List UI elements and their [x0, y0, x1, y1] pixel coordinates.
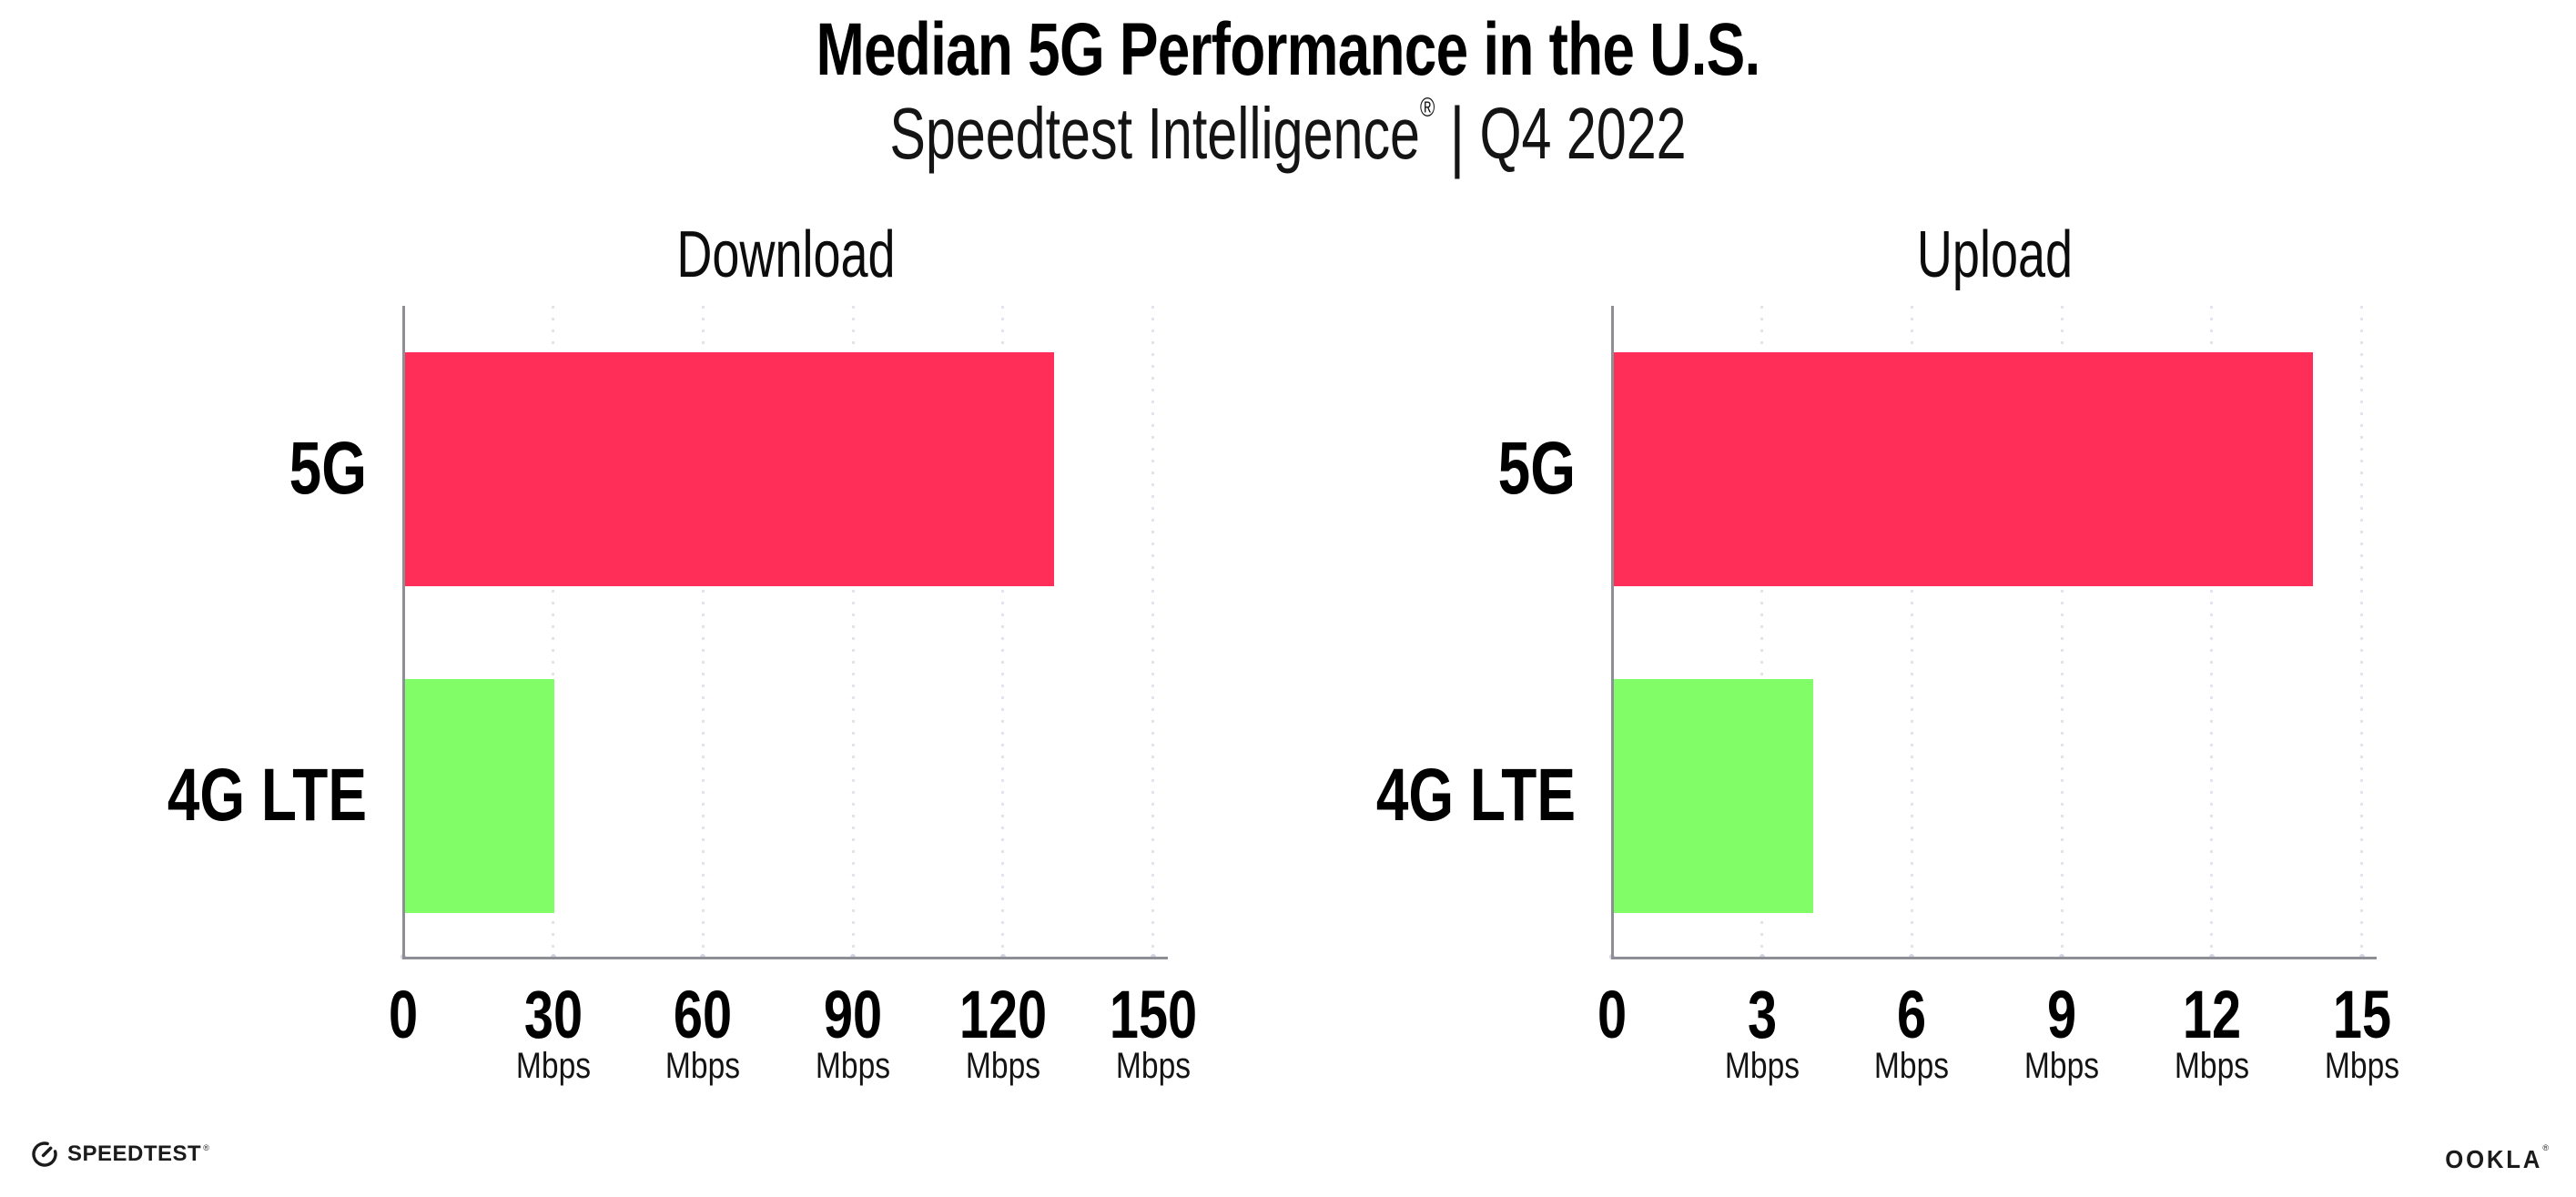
tick-label-6: 6: [1897, 977, 1927, 1052]
tick-label-150: 150: [1109, 977, 1197, 1052]
category-label-upload-5g: 5G: [1497, 427, 1576, 510]
tick-unit-60: Mbps: [665, 1046, 741, 1086]
gridline-60: [701, 306, 705, 958]
bar-download-4g-lte: [404, 679, 555, 913]
chart-title-download: Download: [676, 218, 896, 291]
gridline-150: [1151, 306, 1154, 958]
bar-upload-5g: [1613, 352, 2314, 586]
tick-unit-90: Mbps: [816, 1046, 891, 1086]
tick-label-60: 60: [674, 977, 733, 1052]
y-axis-download: [401, 306, 405, 959]
tick-label-30: 30: [523, 977, 583, 1052]
tick-label-120: 120: [958, 977, 1047, 1052]
category-label-upload-4g-lte: 4G LTE: [1375, 754, 1576, 837]
x-axis-download: [401, 957, 1168, 959]
category-label-download-5g: 5G: [289, 427, 367, 510]
chart-title-upload: Upload: [1916, 218, 2074, 291]
bar-upload-4g-lte: [1613, 679, 1814, 913]
speedtest-logo: SPEEDTEST ®: [30, 1140, 209, 1169]
speedtest-registered-mark: ®: [203, 1143, 209, 1152]
tick-label-15: 15: [2332, 977, 2391, 1052]
tick-label-9: 9: [2047, 977, 2077, 1052]
ookla-registered-mark: ®: [2542, 1143, 2549, 1152]
tick-label-12: 12: [2182, 977, 2241, 1052]
tick-unit-6: Mbps: [1874, 1046, 1950, 1086]
gauge-needle-icon: [41, 1146, 53, 1158]
subtitle-period: Q4 2022: [1479, 93, 1687, 174]
tick-unit-3: Mbps: [1724, 1046, 1800, 1086]
gridline-15: [2360, 306, 2363, 958]
tick-label-0: 0: [388, 977, 419, 1052]
gridline-9: [2060, 306, 2064, 958]
tick-unit-15: Mbps: [2324, 1046, 2399, 1086]
speedtest-gauge-icon: [32, 1141, 57, 1167]
y-axis-upload: [1610, 306, 1614, 959]
tick-label-3: 3: [1747, 977, 1777, 1052]
page-title: Median 5G Performance in the U.S.: [816, 8, 1761, 91]
gridline-3: [1760, 306, 1764, 958]
tick-unit-150: Mbps: [1115, 1046, 1191, 1086]
subtitle-separator: |: [1449, 92, 1465, 179]
gridline-120: [1001, 306, 1005, 958]
ookla-wordmark: OOKLA: [2445, 1145, 2543, 1173]
registered-mark: ®: [1419, 93, 1435, 123]
tick-unit-30: Mbps: [515, 1046, 591, 1086]
tick-unit-12: Mbps: [2174, 1046, 2249, 1086]
x-axis-upload: [1610, 957, 2377, 959]
gridline-6: [1910, 306, 1913, 958]
gridline-12: [2210, 306, 2214, 958]
tick-unit-120: Mbps: [965, 1046, 1040, 1086]
tick-label-90: 90: [823, 977, 883, 1052]
ookla-logo: OOKLA ®: [2437, 1143, 2549, 1174]
gridline-30: [552, 306, 555, 958]
tick-label-0: 0: [1597, 977, 1628, 1052]
speedtest-wordmark: SPEEDTEST: [67, 1141, 202, 1166]
subtitle-brand: Speedtest Intelligence: [889, 93, 1420, 174]
tick-unit-9: Mbps: [2024, 1046, 2100, 1086]
bar-download-5g: [404, 352, 1055, 586]
page-subtitle: Speedtest Intelligence® | Q4 2022: [335, 93, 2241, 176]
category-label-download-4g-lte: 4G LTE: [167, 754, 367, 837]
gridline-90: [851, 306, 855, 958]
